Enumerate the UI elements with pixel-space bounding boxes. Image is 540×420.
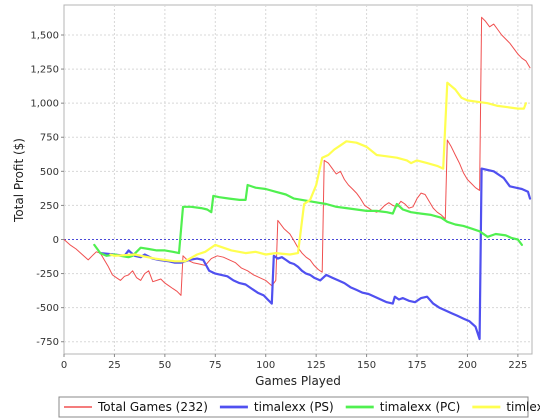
x-axis: 0 25 50 75 100 125 150 175 200 225: [61, 354, 527, 371]
y-tick-label: 1,000: [30, 99, 59, 110]
series-lines: [63, 16, 532, 341]
legend-label-0: Total Games (232): [97, 400, 208, 414]
y-tick-label: 0: [53, 235, 59, 246]
x-tick-label: 200: [458, 360, 477, 371]
y-tick-label: 500: [40, 167, 59, 178]
y-axis-title: Total Profit ($): [12, 138, 26, 223]
legend-box: [58, 396, 529, 418]
x-tick-label: 125: [307, 360, 326, 371]
y-tick-label: 1,500: [30, 30, 59, 41]
y-tick-label: -250: [36, 269, 59, 280]
x-tick-label: 100: [256, 360, 275, 371]
x-axis-title: Games Played: [255, 374, 341, 388]
x-tick-label: 225: [508, 360, 527, 371]
y-axis: -750 -500 -250 0 250 500 750 1,000 1,250 1,500: [30, 30, 64, 348]
series-line-3: [109, 81, 528, 263]
x-tick-label: 150: [357, 360, 376, 371]
series-line-1: [99, 167, 532, 341]
series-line-2: [93, 183, 524, 259]
y-tick-label: 1,250: [30, 65, 59, 76]
grid-lines: [64, 5, 532, 354]
x-tick-label: 0: [61, 360, 67, 371]
legend-label-1: timalexx (PS): [254, 400, 334, 414]
legend: Total Games (232) timalexx (PS) timalexx (…: [64, 400, 540, 414]
x-tick-label: 175: [407, 360, 426, 371]
legend-label-3: timlexx (PR): [506, 400, 540, 414]
y-tick-label: -500: [36, 303, 59, 314]
legend-label-2: timalexx (PC): [380, 400, 461, 414]
series-line-0: [63, 16, 531, 296]
y-tick-label: 250: [40, 201, 59, 212]
x-tick-label: 75: [209, 360, 222, 371]
y-tick-label: 750: [40, 133, 59, 144]
plot-background: [63, 4, 533, 355]
y-tick-label: -750: [36, 337, 59, 348]
x-tick-label: 50: [158, 360, 171, 371]
x-tick-label: 25: [108, 360, 121, 371]
